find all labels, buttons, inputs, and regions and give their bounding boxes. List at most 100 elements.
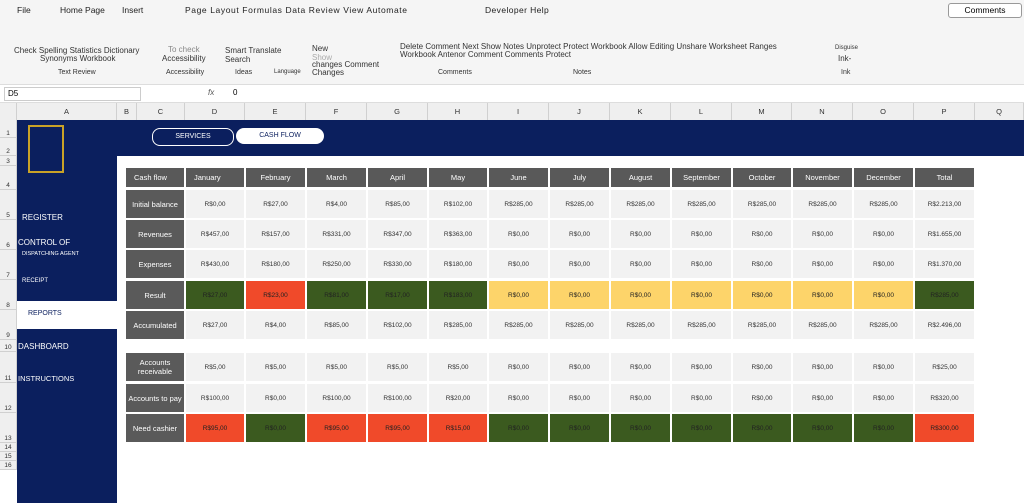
data-cell: R$85,00 [306, 310, 367, 340]
row-label: Accounts receivable [125, 352, 185, 382]
data-cell: R$285,00 [671, 310, 732, 340]
data-cell: R$0,00 [549, 219, 610, 249]
column-header: P [914, 103, 975, 120]
data-cell: R$0,00 [853, 383, 914, 413]
data-cell: R$285,00 [428, 310, 488, 340]
column-header: B [117, 103, 137, 120]
data-cell: R$0,00 [671, 280, 732, 310]
data-cell: R$285,00 [671, 189, 732, 219]
name-box[interactable]: D5 [4, 87, 141, 101]
nav-item[interactable]: RECEIPT [22, 278, 49, 284]
row-header: 2 [0, 138, 17, 156]
data-cell: R$183,00 [428, 280, 488, 310]
comments-button[interactable]: Comments [948, 3, 1022, 18]
data-cell: R$5,00 [367, 352, 428, 382]
data-cell: R$331,00 [306, 219, 367, 249]
data-cell: R$20,00 [428, 383, 488, 413]
data-cell: R$102,00 [367, 310, 428, 340]
data-cell: R$5,00 [185, 352, 245, 382]
row-header: 8 [0, 280, 17, 310]
data-cell: R$320,00 [914, 383, 975, 413]
ribbon-label: Accessibility [162, 54, 206, 63]
data-cell: R$0,00 [245, 383, 306, 413]
logo [28, 125, 64, 173]
tab[interactable]: Home Page [60, 5, 105, 15]
data-cell: R$0,00 [488, 249, 549, 279]
table-header: February [245, 167, 306, 188]
tab[interactable]: Page Layout Formulas Data Review View Au… [185, 5, 408, 15]
data-cell: R$0,00 [732, 413, 792, 443]
formula-value[interactable]: 0 [233, 88, 238, 97]
data-cell: R$0,00 [488, 413, 549, 443]
group-label: Text Review [58, 69, 96, 76]
table-header: June [488, 167, 549, 188]
fx-label: fx [208, 88, 215, 97]
data-cell: R$27,00 [185, 310, 245, 340]
header-band [0, 120, 1024, 156]
table-header: October [732, 167, 792, 188]
data-cell: R$0,00 [792, 280, 853, 310]
sheet-tab[interactable]: CASH FLOW [236, 128, 324, 144]
data-cell: R$100,00 [367, 383, 428, 413]
tab[interactable]: File [17, 5, 31, 15]
column-header: O [853, 103, 914, 120]
row-header: 10 [0, 340, 17, 352]
nav-item[interactable]: REPORTS [28, 310, 62, 317]
ribbon-label: Search [225, 55, 251, 64]
row-header: 3 [0, 156, 17, 166]
data-cell: R$0,00 [671, 352, 732, 382]
data-cell: R$85,00 [367, 189, 428, 219]
group-label: Language [274, 69, 301, 75]
ribbon [0, 0, 1024, 85]
table-header: Total [914, 167, 975, 188]
data-cell: R$0,00 [549, 383, 610, 413]
nav-item[interactable]: CONTROL OF [18, 238, 71, 247]
nav-item[interactable]: INSTRUCTIONS [18, 374, 75, 383]
data-cell: R$5,00 [428, 352, 488, 382]
column-header: M [732, 103, 792, 120]
data-cell: R$0,00 [732, 219, 792, 249]
data-cell: R$285,00 [549, 310, 610, 340]
data-cell: R$23,00 [245, 280, 306, 310]
data-cell: R$0,00 [853, 413, 914, 443]
data-cell: R$0,00 [853, 219, 914, 249]
ribbon-label: Disguise [835, 45, 859, 51]
data-cell: R$285,00 [853, 189, 914, 219]
sheet-tab[interactable]: SERVICES [152, 128, 234, 146]
data-cell: R$95,00 [367, 413, 428, 443]
row-header: 1 [0, 120, 17, 138]
tab[interactable]: Insert [122, 5, 144, 15]
nav-item[interactable]: REGISTER [22, 213, 63, 222]
data-cell: R$0,00 [488, 383, 549, 413]
column-header: C [137, 103, 185, 120]
row-header: 12 [0, 383, 17, 413]
data-cell: R$363,00 [428, 219, 488, 249]
row-label: Result [125, 280, 185, 310]
data-cell: R$2.213,00 [914, 189, 975, 219]
data-cell: R$285,00 [914, 280, 975, 310]
nav-item[interactable]: DASHBOARD [18, 342, 69, 351]
data-cell: R$285,00 [488, 189, 549, 219]
row-header: 13 [0, 413, 17, 443]
data-cell: R$0,00 [671, 249, 732, 279]
data-cell: R$180,00 [428, 249, 488, 279]
ribbon-label: Show [312, 53, 333, 62]
nav-item[interactable]: DISPATCHING AGENT [22, 251, 79, 257]
row-label: Initial balance [125, 189, 185, 219]
data-cell: R$25,00 [914, 352, 975, 382]
ribbon-label: Workbook Antenor Comment Comments Protec… [400, 50, 572, 59]
row-header: 6 [0, 220, 17, 250]
data-cell: R$15,00 [428, 413, 488, 443]
group-label: Notes [573, 69, 592, 76]
tab[interactable]: Developer Help [485, 5, 550, 15]
data-cell: R$157,00 [245, 219, 306, 249]
data-cell: R$100,00 [185, 383, 245, 413]
data-cell: R$0,00 [245, 413, 306, 443]
data-cell: R$0,00 [488, 219, 549, 249]
data-cell: R$0,00 [671, 383, 732, 413]
group-label: Comments [438, 69, 472, 76]
data-cell: R$285,00 [792, 310, 853, 340]
ribbon-label: Delete Comment Next Show Notes Unprotect… [400, 42, 777, 51]
row-label: Expenses [125, 249, 185, 279]
ribbon-label: Synonyms Workbook [40, 54, 116, 63]
